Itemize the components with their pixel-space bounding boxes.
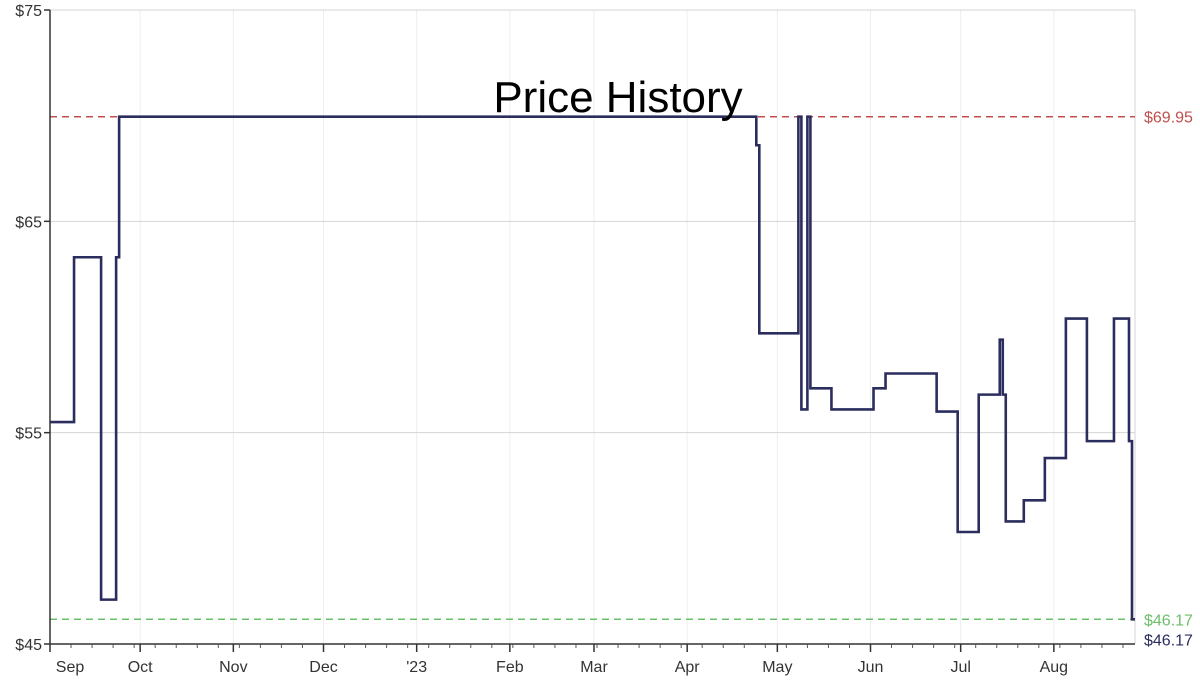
y-tick-label: $75 (15, 3, 42, 20)
y-tick-label: $65 (15, 214, 42, 231)
price-series-line (50, 115, 1135, 621)
y-tick-label: $55 (15, 426, 42, 443)
x-tick-label: Aug (1040, 659, 1068, 676)
x-tick-label: '23 (406, 659, 427, 676)
x-tick-label: Jul (950, 659, 970, 676)
axis-layer: $75 $65 $55 $45 Sep Oct Nov Dec '23 Feb Mar Apr May J… (15, 3, 1135, 676)
reference-lines: $69.95 $46.17 $46.17 (50, 110, 1193, 649)
y-tick-label: $45 (15, 637, 42, 654)
x-tick-label: Mar (580, 659, 608, 676)
x-tick-label: Jun (858, 659, 884, 676)
x-tick-label: May (762, 659, 792, 676)
x-tick-label: Oct (128, 659, 153, 676)
x-tick-label: Feb (496, 659, 524, 676)
series-layer (50, 115, 1135, 621)
reference-line-label: $69.95 (1144, 110, 1193, 127)
x-tick-label: Nov (219, 659, 247, 676)
x-tick-label: Dec (309, 659, 337, 676)
x-tick-label: Apr (675, 659, 701, 676)
x-tick-label: Sep (56, 659, 85, 676)
reference-line-label: $46.17 (1144, 612, 1193, 629)
chart-title: Price History (493, 73, 742, 122)
current-price-label: $46.17 (1144, 632, 1193, 649)
